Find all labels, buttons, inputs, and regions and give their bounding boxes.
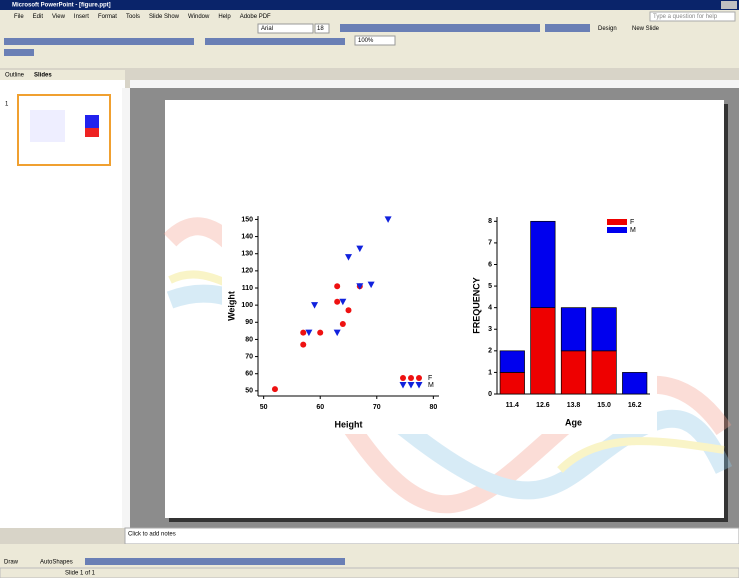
zoom: 100% bbox=[358, 38, 374, 44]
page: Microsoft PowerPoint - [figure.ppt] Type… bbox=[0, 0, 739, 578]
y-tick-label: 50 bbox=[245, 388, 253, 395]
x-tick-label: 50 bbox=[260, 404, 268, 411]
x-tick-label: 12.6 bbox=[536, 402, 550, 409]
y-axis-label: Weight bbox=[226, 291, 236, 321]
bar-segment bbox=[561, 351, 585, 394]
bar-segment bbox=[561, 308, 585, 351]
y-tick-label: 5 bbox=[488, 283, 492, 290]
bar-segment bbox=[531, 308, 555, 394]
menu-item[interactable]: Edit bbox=[33, 14, 44, 20]
legend-marker bbox=[408, 375, 414, 381]
y-tick-label: 110 bbox=[242, 285, 253, 292]
thumb-scatter bbox=[30, 110, 65, 142]
tab-slides[interactable]: Slides bbox=[34, 73, 52, 79]
y-tick-label: 2 bbox=[488, 348, 492, 355]
scatter-point bbox=[334, 299, 340, 305]
ruler-h bbox=[130, 80, 739, 88]
y-tick-label: 3 bbox=[488, 326, 492, 333]
y-tick-label: 8 bbox=[488, 218, 492, 225]
legend-marker bbox=[400, 375, 406, 381]
scatter-point bbox=[272, 386, 278, 392]
font-name: Arial bbox=[261, 26, 273, 32]
scatter-point bbox=[300, 342, 306, 348]
y-tick-label: 1 bbox=[488, 369, 492, 376]
title-bar bbox=[0, 0, 739, 10]
x-tick-label: 11.4 bbox=[506, 402, 519, 409]
x-tick-label: 60 bbox=[316, 404, 324, 411]
y-tick-label: 4 bbox=[488, 305, 492, 312]
scatter-point bbox=[334, 283, 340, 289]
help-text: Type a question for help bbox=[653, 14, 718, 20]
font-size: 18 bbox=[317, 26, 324, 32]
y-tick-label: 70 bbox=[245, 353, 253, 360]
menu-item[interactable]: Slide Show bbox=[149, 14, 180, 20]
y-tick-label: 100 bbox=[241, 302, 253, 309]
legend-label: F bbox=[428, 375, 432, 382]
legend-marker bbox=[416, 375, 422, 381]
drawing-icons bbox=[85, 558, 345, 565]
status-bar bbox=[0, 568, 739, 578]
menu-item[interactable]: File bbox=[14, 14, 24, 20]
x-tick-label: 13.8 bbox=[567, 402, 581, 409]
powerpoint-window: Microsoft PowerPoint - [figure.ppt] Type… bbox=[0, 0, 739, 578]
x-tick-label: 80 bbox=[429, 404, 437, 411]
scatter-point bbox=[346, 307, 352, 313]
bar-segment bbox=[592, 351, 616, 394]
y-tick-label: 140 bbox=[241, 233, 253, 240]
y-tick-label: 130 bbox=[241, 251, 253, 258]
status-text: Slide 1 of 1 bbox=[65, 571, 96, 577]
legend-label: M bbox=[630, 227, 636, 234]
legend-swatch bbox=[607, 227, 627, 233]
window-buttons[interactable] bbox=[721, 1, 737, 9]
bar-segment bbox=[531, 221, 555, 307]
tab-outline[interactable]: Outline bbox=[5, 73, 25, 79]
menu-item[interactable]: View bbox=[52, 14, 66, 20]
scatter-point bbox=[317, 330, 323, 336]
y-tick-label: 60 bbox=[245, 371, 253, 378]
notes-pane[interactable] bbox=[125, 528, 739, 544]
scatter-point bbox=[300, 330, 306, 336]
menu-item[interactable]: Help bbox=[218, 14, 231, 20]
scatter-point bbox=[340, 321, 346, 327]
bar-segment bbox=[500, 351, 524, 373]
bar-segment bbox=[622, 372, 646, 394]
scatter-chart-bg bbox=[222, 212, 440, 434]
thumb-hist-f bbox=[85, 128, 99, 137]
x-axis-label: Age bbox=[565, 417, 582, 427]
bar-segment bbox=[592, 308, 616, 351]
y-axis-label: FREQUENCY bbox=[471, 277, 481, 334]
new-slide-button[interactable]: New Slide bbox=[632, 26, 660, 32]
menu-item[interactable]: Tools bbox=[126, 14, 140, 20]
x-tick-label: 16.2 bbox=[628, 402, 642, 409]
y-tick-label: 0 bbox=[488, 391, 492, 398]
y-tick-label: 150 bbox=[241, 216, 253, 223]
legend-label: F bbox=[630, 219, 634, 226]
y-tick-label: 6 bbox=[488, 261, 492, 268]
legend-swatch bbox=[607, 219, 627, 225]
y-tick-label: 120 bbox=[241, 268, 253, 275]
y-tick-label: 80 bbox=[245, 336, 253, 343]
menu-item[interactable]: Insert bbox=[74, 14, 89, 20]
legend-label: M bbox=[428, 382, 434, 389]
draw-menu[interactable]: Draw bbox=[4, 560, 19, 566]
x-axis-label: Height bbox=[335, 419, 363, 429]
menu-item[interactable]: Window bbox=[188, 14, 210, 20]
x-tick-label: 15.0 bbox=[597, 402, 611, 409]
autoshapes-menu[interactable]: AutoShapes bbox=[40, 560, 73, 566]
notes-placeholder: Click to add notes bbox=[128, 532, 176, 538]
y-tick-label: 90 bbox=[245, 319, 253, 326]
x-tick-label: 70 bbox=[373, 404, 381, 411]
bar-segment bbox=[500, 372, 524, 394]
ruler-v bbox=[122, 88, 130, 528]
menu-item[interactable]: Format bbox=[98, 14, 117, 20]
y-tick-label: 7 bbox=[488, 240, 492, 247]
design-button[interactable]: Design bbox=[598, 26, 617, 32]
menu-item[interactable]: Adobe PDF bbox=[240, 14, 271, 20]
window-title: Microsoft PowerPoint - [figure.ppt] bbox=[12, 3, 111, 9]
